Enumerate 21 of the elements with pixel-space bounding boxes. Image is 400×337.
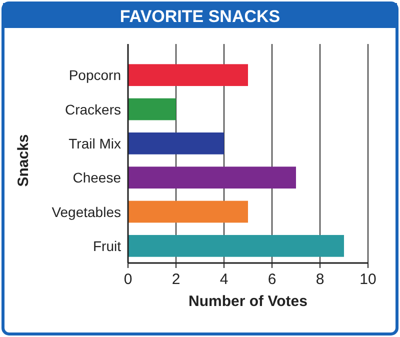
bar xyxy=(128,132,224,154)
x-axis-title: Number of Votes xyxy=(188,293,308,310)
bar xyxy=(128,234,344,257)
y-tick-label: Vegetables xyxy=(52,204,121,220)
bar xyxy=(128,166,296,189)
chart-title: FAVORITE SNACKS xyxy=(120,7,280,26)
bar xyxy=(128,64,248,86)
bar xyxy=(128,98,176,120)
y-axis-title: Snacks xyxy=(15,134,32,187)
bar xyxy=(128,200,248,223)
y-tick-label: Fruit xyxy=(93,238,122,254)
x-tick-label: 2 xyxy=(172,271,180,288)
y-tick-label: Trail Mix xyxy=(68,135,121,152)
x-tick-label: 10 xyxy=(360,271,376,288)
x-tick-label: 8 xyxy=(316,271,324,288)
x-tick-label: 0 xyxy=(124,271,132,288)
x-tick-label: 4 xyxy=(220,271,228,288)
y-tick-label: Cheese xyxy=(72,170,122,186)
y-tick-label: Crackers xyxy=(64,101,121,118)
y-tick-label: Popcorn xyxy=(68,67,121,84)
x-tick-label: 6 xyxy=(268,271,276,288)
